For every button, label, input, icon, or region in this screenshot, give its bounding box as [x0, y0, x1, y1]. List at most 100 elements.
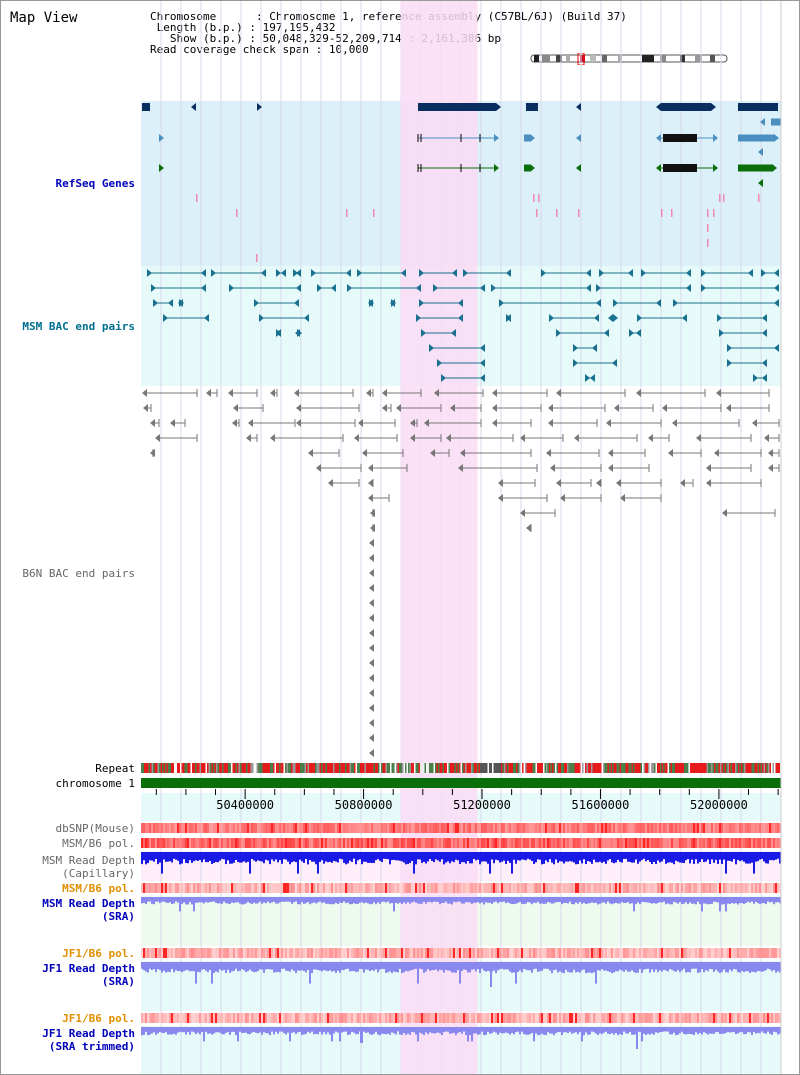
jf1-sra-depth-bar[interactable] — [685, 962, 687, 973]
jf1-pol-trim-cell[interactable] — [745, 1013, 747, 1023]
msm-pol-cell[interactable] — [771, 838, 773, 848]
repeat-element[interactable] — [279, 763, 281, 773]
bac-end-arrow[interactable] — [594, 314, 599, 322]
snp-mark[interactable] — [346, 209, 348, 217]
msm-pol-sra-cell[interactable] — [731, 883, 733, 893]
jf1-sra-depth-bar[interactable] — [417, 962, 419, 984]
jf1-sra-depth-bar[interactable] — [777, 962, 779, 972]
msm-pol-cell[interactable] — [677, 838, 679, 848]
jf1-sra-depth-bar[interactable] — [315, 962, 317, 970]
jf1-pol-trim-cell[interactable] — [173, 1013, 175, 1023]
bac-end-arrow[interactable] — [541, 269, 546, 277]
jf1-trim-depth-bar[interactable] — [643, 1027, 645, 1034]
dbsnp-cell[interactable] — [181, 823, 183, 833]
msm-capillary-depth-bar[interactable] — [621, 852, 623, 863]
jf1-sra-depth-bar[interactable] — [759, 962, 761, 972]
msm-pol-sra-cell[interactable] — [241, 883, 243, 893]
msm-pol-sra-cell[interactable] — [459, 883, 461, 893]
msm-sra-depth-bar[interactable] — [703, 897, 705, 904]
jf1-pol-trim-cell[interactable] — [519, 1013, 521, 1023]
dbsnp-cell[interactable] — [615, 823, 617, 833]
msm-pol-sra-cell[interactable] — [641, 883, 643, 893]
msm-capillary-depth-bar[interactable] — [637, 852, 639, 864]
dbsnp-cell[interactable] — [293, 823, 295, 833]
msm-pol-cell[interactable] — [259, 838, 261, 848]
jf1-pol-trim-cell[interactable] — [243, 1013, 245, 1023]
msm-pol-cell[interactable] — [365, 838, 367, 848]
msm-pol-cell[interactable] — [417, 838, 419, 848]
repeat-element[interactable] — [259, 763, 262, 773]
jf1-trim-depth-bar[interactable] — [505, 1027, 507, 1033]
jf1-trim-depth-bar[interactable] — [471, 1027, 473, 1042]
jf1-trim-depth-bar[interactable] — [191, 1027, 193, 1032]
msm-sra-depth-bar[interactable] — [241, 897, 243, 905]
dbsnp-cell[interactable] — [461, 823, 463, 833]
repeat-element[interactable] — [238, 763, 241, 773]
repeat-element[interactable] — [379, 763, 382, 773]
jf1-pol-cell[interactable] — [175, 948, 177, 958]
repeat-element[interactable] — [309, 763, 311, 773]
bac-end-arrow[interactable] — [233, 404, 238, 412]
msm-pol-cell[interactable] — [695, 838, 697, 848]
msm-pol-sra-cell[interactable] — [593, 883, 595, 893]
jf1-trim-depth-bar[interactable] — [549, 1027, 551, 1034]
repeat-element[interactable] — [217, 763, 220, 773]
jf1-trim-depth-bar[interactable] — [761, 1027, 763, 1032]
jf1-pol-trim-cell[interactable] — [167, 1013, 169, 1023]
msm-capillary-depth-bar[interactable] — [623, 852, 625, 859]
jf1-sra-depth-bar[interactable] — [689, 962, 691, 973]
jf1-trim-depth-bar[interactable] — [609, 1027, 611, 1035]
jf1-sra-depth-bar[interactable] — [721, 962, 723, 972]
msm-capillary-depth-bar[interactable] — [707, 852, 709, 860]
msm-sra-depth-bar[interactable] — [725, 897, 727, 912]
jf1-pol-trim-cell[interactable] — [669, 1013, 671, 1023]
repeat-element[interactable] — [715, 763, 718, 773]
jf1-pol-cell[interactable] — [619, 948, 621, 958]
jf1-sra-depth-bar[interactable] — [655, 962, 657, 970]
msm-pol-cell[interactable] — [641, 838, 643, 848]
jf1-pol-trim-cell[interactable] — [191, 1013, 193, 1023]
msm-sra-depth-bar[interactable] — [271, 897, 273, 903]
jf1-pol-cell[interactable] — [561, 948, 563, 958]
jf1-pol-trim-cell[interactable] — [683, 1013, 685, 1023]
jf1-trim-depth-bar[interactable] — [581, 1027, 583, 1042]
dbsnp-cell[interactable] — [173, 823, 175, 833]
jf1-sra-depth-bar[interactable] — [223, 962, 225, 970]
jf1-pol-cell[interactable] — [143, 948, 145, 958]
track-label-chromosome[interactable]: chromosome 1 — [55, 777, 135, 790]
dbsnp-cell[interactable] — [685, 823, 687, 833]
msm-sra-depth-bar[interactable] — [659, 897, 661, 903]
repeat-element[interactable] — [768, 763, 770, 773]
msm-pol-cell[interactable] — [563, 838, 565, 848]
dbsnp-cell[interactable] — [479, 823, 481, 833]
jf1-pol-cell[interactable] — [347, 948, 349, 958]
msm-pol-sra-cell[interactable] — [217, 883, 219, 893]
repeat-element[interactable] — [394, 763, 397, 773]
repeat-element[interactable] — [421, 763, 424, 773]
msm-pol-sra-cell[interactable] — [293, 883, 295, 893]
jf1-trim-depth-bar[interactable] — [323, 1027, 325, 1033]
repeat-element[interactable] — [489, 763, 491, 773]
feature-arrow[interactable] — [758, 148, 763, 156]
msm-capillary-depth-bar[interactable] — [635, 852, 637, 860]
dbsnp-cell[interactable] — [569, 823, 571, 833]
msm-pol-sra-cell[interactable] — [535, 883, 537, 893]
msm-capillary-depth-bar[interactable] — [613, 852, 615, 864]
jf1-trim-depth-bar[interactable] — [243, 1027, 245, 1033]
msm-pol-sra-cell[interactable] — [311, 883, 313, 893]
msm-capillary-depth-bar[interactable] — [369, 852, 371, 863]
jf1-pol-trim-cell[interactable] — [693, 1013, 695, 1023]
msm-pol-sra-cell[interactable] — [171, 883, 173, 893]
jf1-pol-cell[interactable] — [407, 948, 409, 958]
jf1-trim-depth-bar[interactable] — [601, 1027, 603, 1035]
jf1-sra-depth-bar[interactable] — [645, 962, 647, 969]
msm-pol-cell[interactable] — [217, 838, 219, 848]
jf1-sra-depth-bar[interactable] — [511, 962, 513, 973]
repeat-element[interactable] — [381, 763, 383, 773]
msm-sra-depth-bar[interactable] — [369, 897, 371, 905]
feature-arrow[interactable] — [576, 164, 581, 172]
jf1-pol-cell[interactable] — [653, 948, 655, 958]
msm-capillary-depth-bar[interactable] — [329, 852, 331, 862]
dbsnp-cell[interactable] — [729, 823, 731, 833]
jf1-trim-depth-bar[interactable] — [407, 1027, 409, 1034]
